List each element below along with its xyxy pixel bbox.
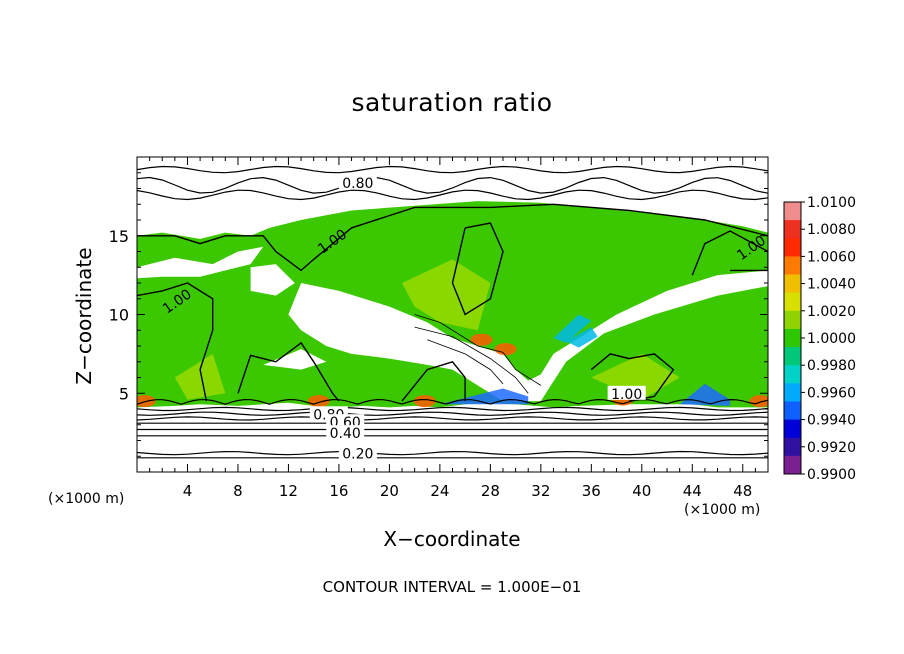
colorbar-segment-9	[784, 365, 801, 384]
contour-1-00-1	[137, 282, 214, 402]
x-tick-label-3: 16	[329, 482, 348, 500]
svg-text:0.20: 0.20	[342, 447, 373, 463]
supersat-spot-5	[749, 395, 768, 408]
x-tick-label-11: 48	[733, 482, 752, 500]
colorbar-segment-13	[784, 437, 801, 457]
x-tick-label-7: 32	[531, 482, 550, 500]
contour-dry-1	[414, 326, 529, 394]
colorbar-label-10: 0.9900	[807, 467, 856, 483]
colorbar-label-1: 1.0080	[807, 222, 856, 238]
y-tick-label-2: 15	[109, 227, 129, 246]
contour-1-00-4	[691, 230, 768, 276]
colorbar-segment-5	[784, 292, 801, 312]
x-tick-label-8: 36	[582, 482, 601, 500]
colorbar-segment-3	[784, 256, 801, 276]
saturation-field	[137, 157, 768, 472]
supersat-region-1	[174, 353, 226, 400]
x-tick-label-5: 24	[430, 482, 449, 500]
contour-line-2	[137, 189, 768, 201]
contour-line-4	[137, 411, 768, 416]
contour-label-4: 1.00	[607, 385, 646, 403]
supersat-spot-1	[307, 395, 330, 408]
x-tick-label-2: 12	[279, 482, 298, 500]
subsat-region-3	[553, 314, 592, 343]
colorbar-label-7: 0.9960	[807, 385, 856, 401]
colorbar: 1.0100 1.0080 1.0060 1.0040 1.0020 1.0000 0.99…	[783, 195, 856, 483]
contour-line-3	[137, 406, 768, 412]
svg-text:1.00: 1.00	[611, 387, 642, 403]
contour-interval-note: CONTOUR INTERVAL = 1.000E−01	[322, 578, 582, 596]
contour-1-00-0	[137, 203, 768, 272]
dry-region-0	[288, 270, 768, 402]
colorbar-segment-8	[784, 347, 801, 366]
y-axis: 5 10 15	[109, 172, 768, 457]
contour-ground	[137, 398, 768, 405]
colorbar-label-2: 1.0060	[807, 249, 856, 265]
contour-dry-2	[427, 339, 504, 385]
colorbar-label-6: 0.9980	[807, 358, 856, 374]
dry-region-4	[263, 349, 327, 370]
colorbar-segment-12	[784, 419, 801, 439]
supersat-spot-2	[413, 395, 436, 408]
x-axis-label: X−coordinate	[383, 527, 521, 551]
colorbar-label-3: 1.0040	[807, 277, 856, 293]
colorbar-label-5: 1.0000	[807, 331, 856, 347]
colorbar-segment-14	[784, 455, 801, 475]
contour-label-0: 0.80	[338, 174, 377, 192]
contour-1-00-5	[237, 341, 340, 402]
x-tick-label-6: 28	[481, 482, 500, 500]
colorbar-segment-4	[784, 274, 801, 294]
y-tick-label-1: 10	[109, 306, 129, 325]
contour-line-5	[137, 416, 768, 421]
chart-title: saturation ratio	[351, 88, 553, 117]
colorbar-label-9: 0.9920	[807, 440, 856, 456]
contour-labels: 0.801.001.001.001.000.800.600.400.20	[160, 174, 769, 463]
colorbar-label-8: 0.9940	[807, 413, 856, 429]
contour-1-00-2	[590, 353, 675, 402]
x-tick-label-1: 8	[233, 482, 243, 500]
supersat-spot-4	[470, 333, 493, 346]
supersat-region-2	[591, 353, 680, 400]
colorbar-segment-11	[784, 401, 801, 421]
colorbar-segment-7	[784, 328, 801, 348]
contour-line-9	[137, 450, 768, 456]
contour-1-00-6	[401, 360, 466, 402]
colorbar-label-0: 1.0100	[807, 195, 856, 211]
dry-region-3	[376, 330, 440, 354]
contour-lines	[137, 165, 768, 459]
colorbar-segment-6	[784, 310, 801, 330]
svg-text:0.40: 0.40	[330, 426, 361, 442]
contour-dry-0	[414, 314, 542, 386]
x-unit-right: (×1000 m)	[684, 502, 761, 518]
colorbar-segment-10	[784, 383, 801, 402]
x-tick-label-9: 40	[632, 482, 651, 500]
colorbar-segment-1	[784, 220, 801, 239]
colorbar-segment-0	[784, 202, 801, 221]
contour-line-1	[137, 176, 768, 194]
x-tick-label-0: 4	[183, 482, 193, 500]
x-unit-left: (×1000 m)	[48, 491, 125, 507]
dry-region-1	[250, 264, 295, 296]
contour-label-8: 0.20	[338, 445, 377, 463]
x-tick-label-10: 44	[683, 482, 702, 500]
dry-region-2	[137, 246, 264, 279]
svg-text:0.80: 0.80	[342, 176, 373, 192]
x-tick-label-4: 20	[380, 482, 399, 500]
contour-line-0	[137, 165, 768, 174]
contour-label-7: 0.40	[326, 425, 365, 442]
subsat-region-2	[566, 327, 598, 348]
supersat-spot-3	[494, 343, 517, 356]
colorbar-segment-2	[784, 238, 801, 257]
x-axis: 4 8 12 16 20 24 28 32 36 40 44 48	[149, 157, 756, 500]
contour-1-00-3	[451, 222, 504, 316]
colorbar-label-4: 1.0020	[807, 304, 856, 320]
y-tick-label-0: 5	[119, 384, 129, 403]
y-axis-label: Z−coordinate	[72, 247, 96, 385]
